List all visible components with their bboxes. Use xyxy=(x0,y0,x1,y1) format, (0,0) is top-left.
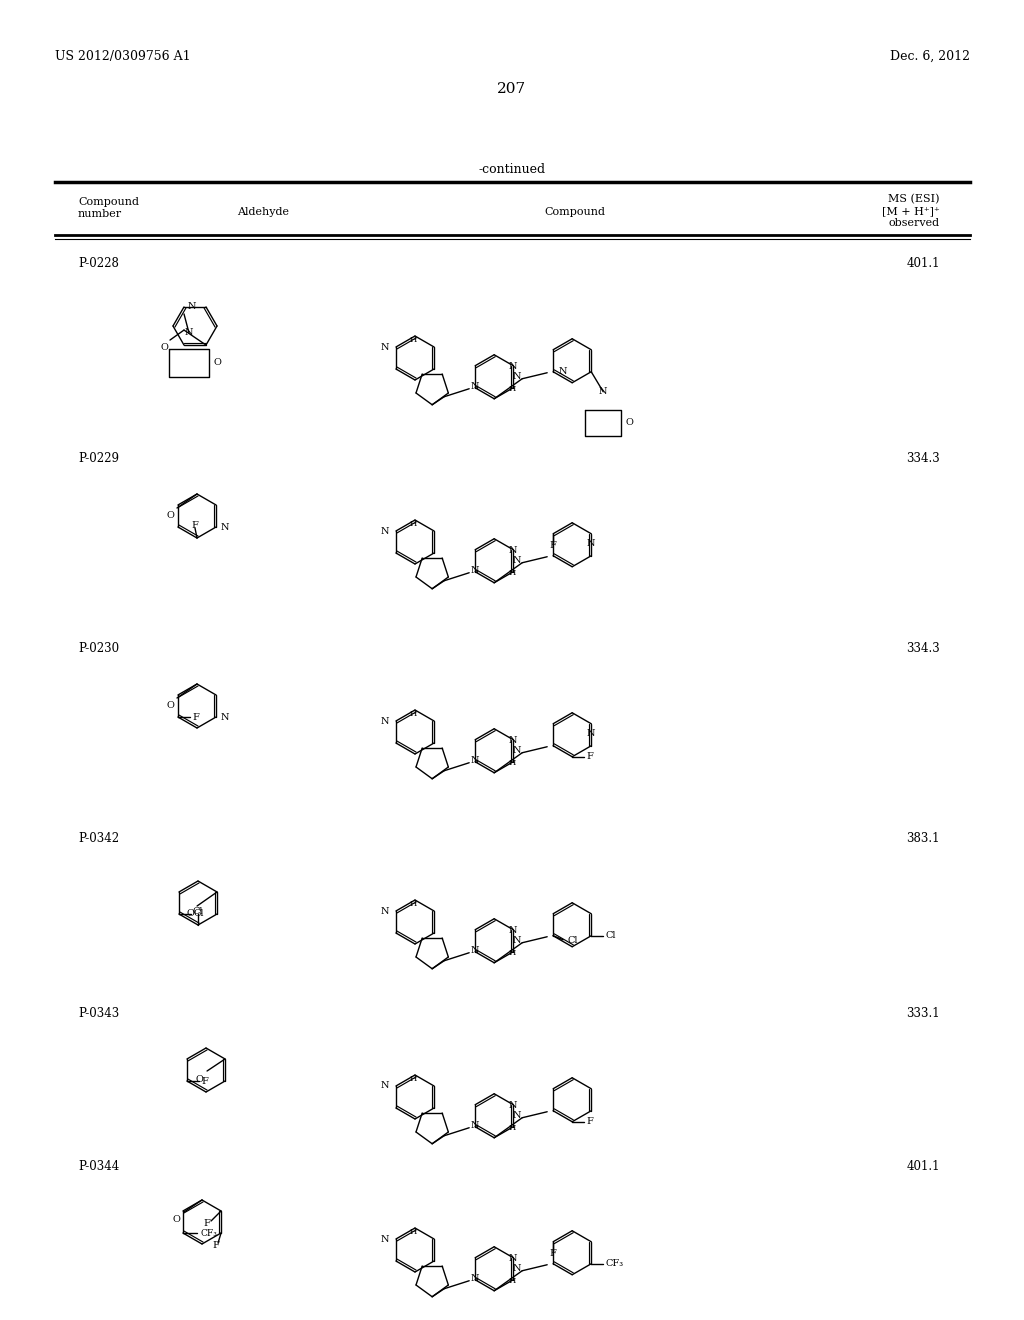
Text: H: H xyxy=(509,1123,516,1131)
Text: 333.1: 333.1 xyxy=(906,1007,940,1020)
Text: Cl: Cl xyxy=(194,909,205,919)
Text: N: N xyxy=(509,737,517,746)
Text: H: H xyxy=(410,337,417,345)
Text: N: N xyxy=(513,746,521,755)
Text: O: O xyxy=(172,1216,180,1225)
Text: N: N xyxy=(599,387,607,396)
Text: O: O xyxy=(213,359,221,367)
Text: H: H xyxy=(410,1074,417,1082)
Text: Cl: Cl xyxy=(605,931,615,940)
Text: N: N xyxy=(184,329,194,338)
Text: N: N xyxy=(471,383,479,391)
Text: Compound: Compound xyxy=(545,207,605,216)
Text: N: N xyxy=(381,527,389,536)
Text: N: N xyxy=(587,540,596,548)
Text: F: F xyxy=(550,1249,557,1258)
Text: N: N xyxy=(381,717,389,726)
Text: H: H xyxy=(410,900,417,908)
Text: P-0344: P-0344 xyxy=(78,1160,119,1173)
Text: [M + H⁺]⁺: [M + H⁺]⁺ xyxy=(883,206,940,216)
Text: CF₃: CF₃ xyxy=(605,1259,624,1269)
Text: N: N xyxy=(509,927,517,936)
Text: N: N xyxy=(471,1121,479,1130)
Text: N: N xyxy=(221,713,229,722)
Text: Cl: Cl xyxy=(567,936,578,945)
Text: N: N xyxy=(513,1111,521,1121)
Text: F: F xyxy=(586,752,593,762)
Text: N: N xyxy=(188,302,197,312)
Text: N: N xyxy=(471,1274,479,1283)
Text: F: F xyxy=(201,1077,208,1085)
Text: N: N xyxy=(513,372,521,381)
Text: N: N xyxy=(509,1254,517,1263)
Text: H: H xyxy=(509,949,516,957)
Text: H: H xyxy=(410,520,417,528)
Text: 334.3: 334.3 xyxy=(906,451,940,465)
Text: Dec. 6, 2012: Dec. 6, 2012 xyxy=(890,50,970,63)
Text: 401.1: 401.1 xyxy=(906,1160,940,1173)
Text: number: number xyxy=(78,209,122,219)
Text: Cl: Cl xyxy=(193,908,203,916)
Text: N: N xyxy=(513,936,521,945)
Text: F: F xyxy=(586,1117,593,1126)
Text: F: F xyxy=(191,713,199,722)
Text: F: F xyxy=(550,541,557,550)
Text: MS (ESI): MS (ESI) xyxy=(889,194,940,205)
Text: H: H xyxy=(410,1228,417,1236)
Text: N: N xyxy=(221,523,229,532)
Text: O: O xyxy=(196,1074,203,1084)
Text: H: H xyxy=(509,1276,516,1284)
Text: 334.3: 334.3 xyxy=(906,642,940,655)
Text: O: O xyxy=(160,343,168,351)
Text: CF₃: CF₃ xyxy=(201,1229,218,1238)
Text: Compound: Compound xyxy=(78,197,139,207)
Text: N: N xyxy=(471,566,479,576)
Text: P-0228: P-0228 xyxy=(78,257,119,271)
Text: N: N xyxy=(471,756,479,766)
Text: N: N xyxy=(558,367,566,376)
Text: N: N xyxy=(471,946,479,956)
Text: N: N xyxy=(509,546,517,556)
Text: H: H xyxy=(410,710,417,718)
Text: F: F xyxy=(191,521,199,531)
Text: H: H xyxy=(509,384,516,393)
Text: O: O xyxy=(166,701,174,710)
Text: N: N xyxy=(381,1234,389,1243)
Text: 401.1: 401.1 xyxy=(906,257,940,271)
Text: 207: 207 xyxy=(498,82,526,96)
Text: 383.1: 383.1 xyxy=(906,832,940,845)
Text: N: N xyxy=(509,362,517,371)
Text: US 2012/0309756 A1: US 2012/0309756 A1 xyxy=(55,50,190,63)
Text: H: H xyxy=(509,759,516,767)
Text: O: O xyxy=(166,511,174,520)
Text: P-0343: P-0343 xyxy=(78,1007,119,1020)
Text: O: O xyxy=(626,418,633,428)
Text: F: F xyxy=(213,1241,219,1250)
Text: H: H xyxy=(509,569,516,577)
Text: O: O xyxy=(186,908,194,917)
Text: observed: observed xyxy=(889,218,940,228)
Text: P-0342: P-0342 xyxy=(78,832,119,845)
Text: F: F xyxy=(204,1218,211,1228)
Text: -continued: -continued xyxy=(478,162,546,176)
Text: N: N xyxy=(587,729,596,738)
Text: N: N xyxy=(513,556,521,565)
Text: P-0230: P-0230 xyxy=(78,642,119,655)
Text: N: N xyxy=(509,1101,517,1110)
Text: N: N xyxy=(381,342,389,351)
Text: N: N xyxy=(381,1081,389,1090)
Text: Aldehyde: Aldehyde xyxy=(237,207,289,216)
Text: P-0229: P-0229 xyxy=(78,451,119,465)
Text: N: N xyxy=(381,907,389,916)
Text: N: N xyxy=(513,1265,521,1274)
